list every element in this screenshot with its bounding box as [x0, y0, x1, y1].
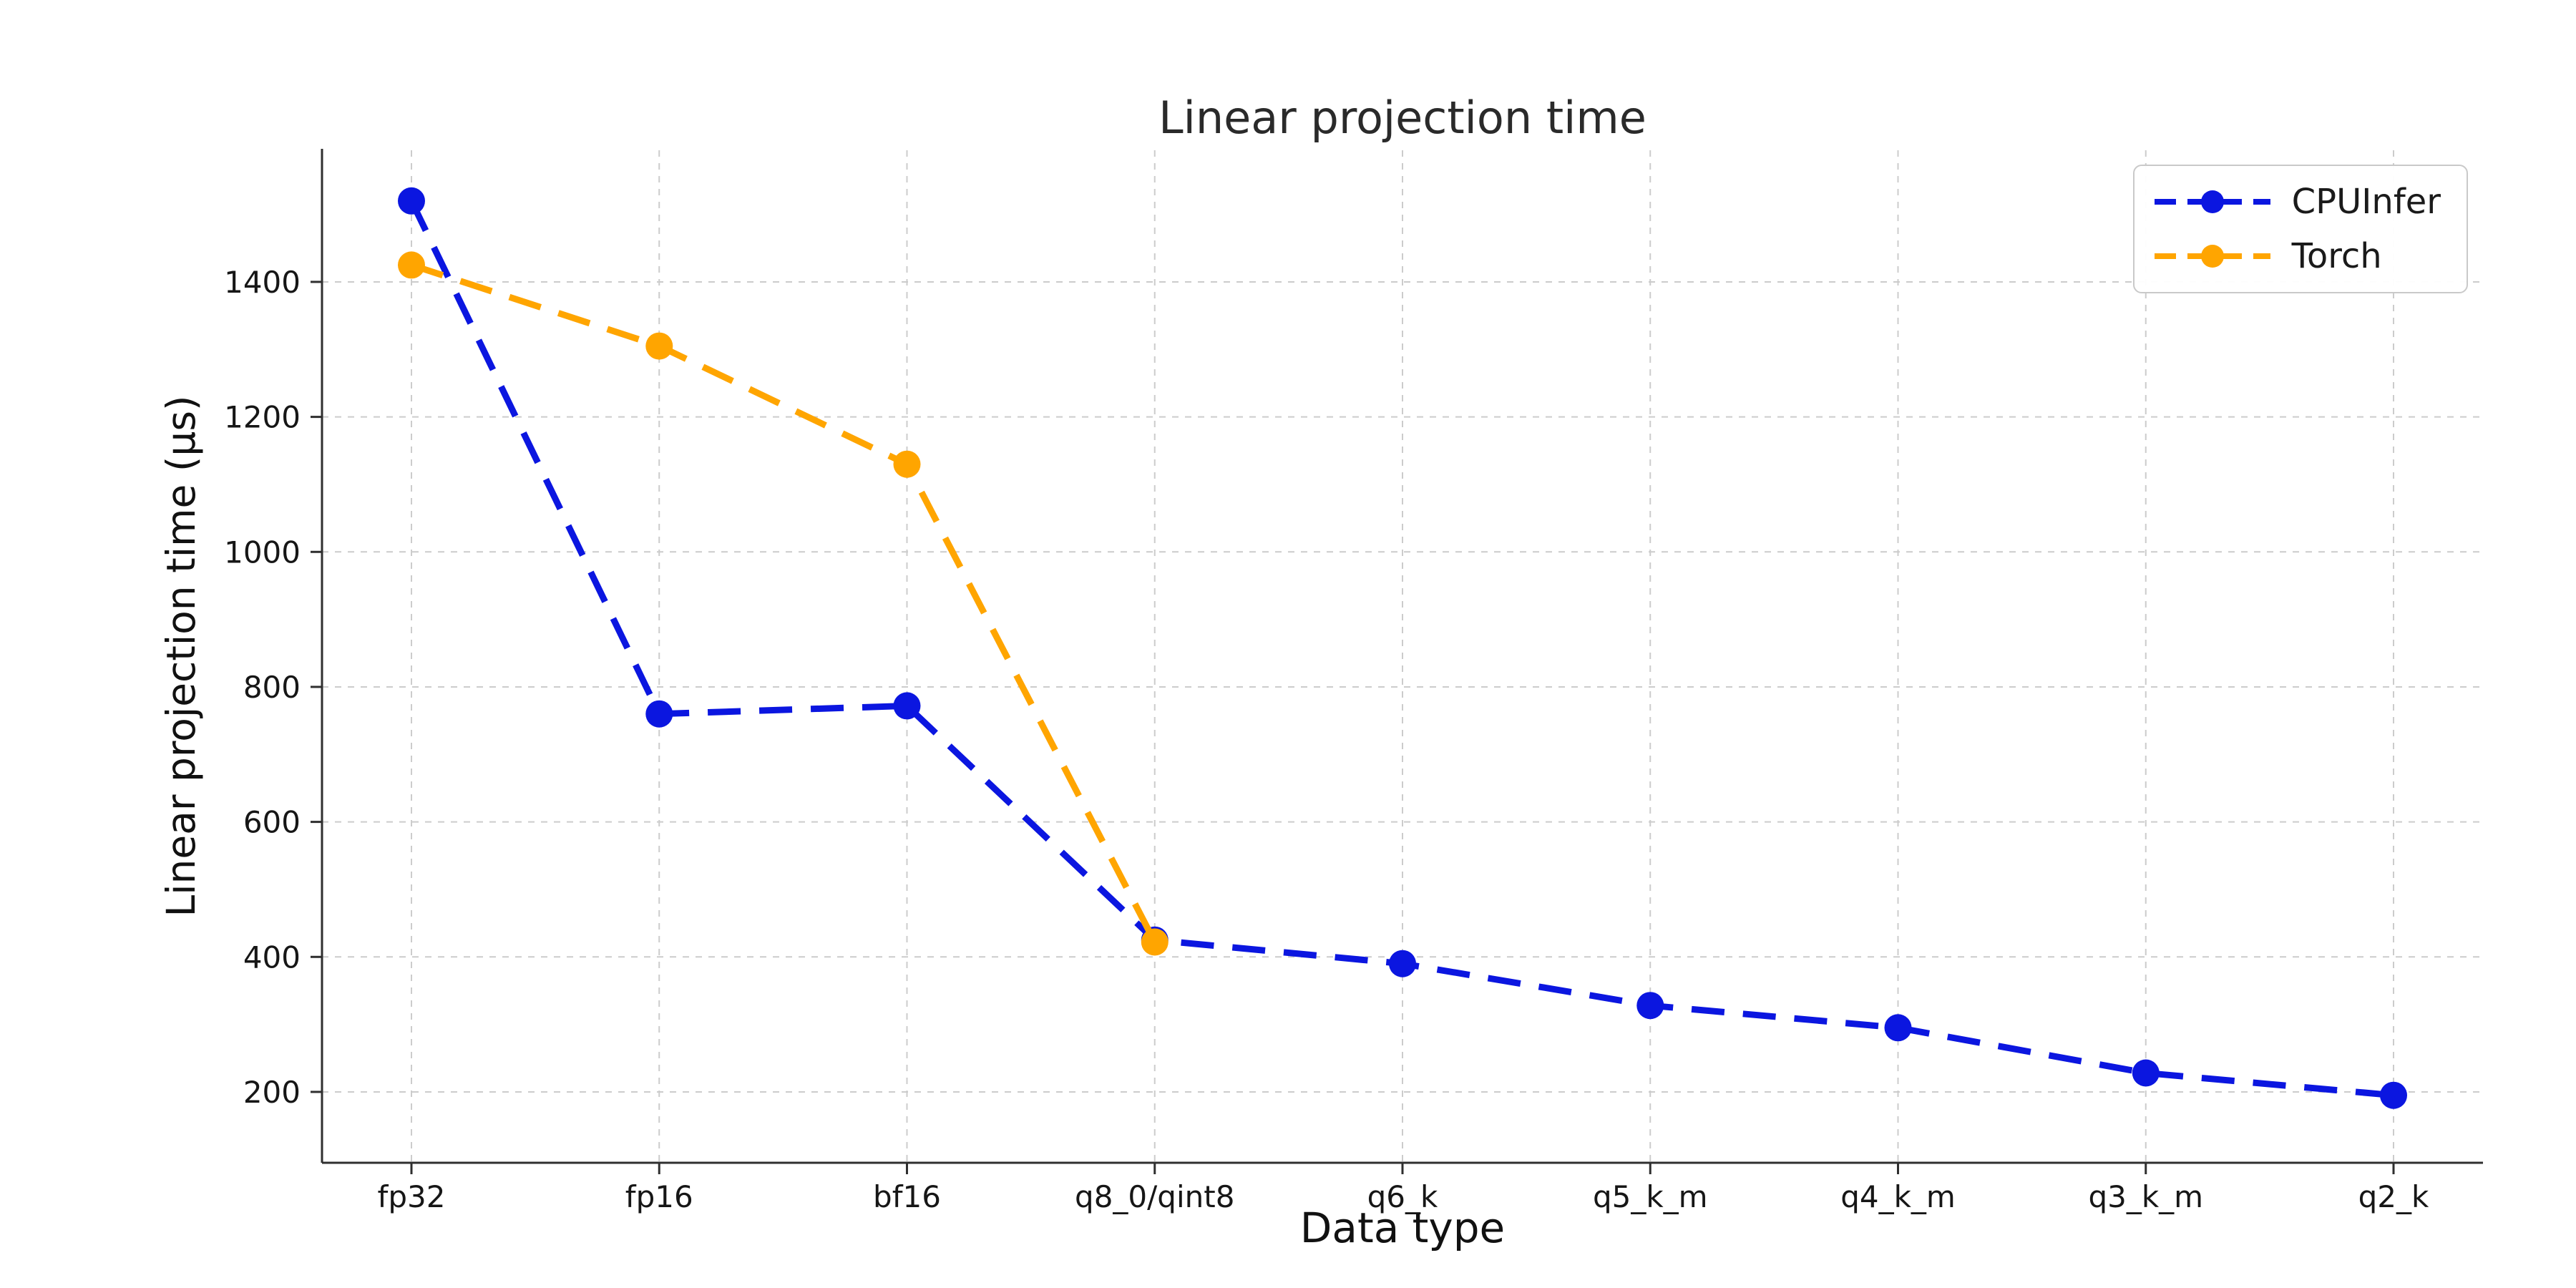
chart-title: Linear projection time	[1158, 92, 1646, 144]
data-point	[645, 332, 673, 360]
data-point	[1141, 928, 1169, 956]
series-cpuinfer	[398, 187, 2407, 1109]
legend-line-sample	[2154, 190, 2270, 213]
x-tick-label: q3_k_m	[2088, 1179, 2203, 1214]
x-axis-label: Data type	[1299, 1204, 1506, 1252]
legend-line-sample	[2154, 245, 2270, 268]
y-tick-label: 800	[243, 670, 301, 705]
x-tick-label: q6_k	[1367, 1179, 1438, 1214]
legend-item-torch: Torch	[2152, 236, 2441, 276]
legend: CPUInfer Torch	[2132, 165, 2468, 293]
x-tick-label: fp16	[625, 1179, 693, 1214]
data-point	[2380, 1081, 2407, 1109]
data-point	[1389, 950, 1416, 977]
y-tick-label: 200	[243, 1075, 301, 1110]
data-point	[645, 700, 673, 728]
legend-item-cpuinfer: CPUInfer	[2152, 182, 2441, 222]
legend-label: CPUInfer	[2291, 182, 2441, 222]
legend-label: Torch	[2291, 236, 2382, 276]
x-tick-label: q4_k_m	[1840, 1179, 1956, 1214]
x-tick-label: q2_k	[2358, 1179, 2429, 1214]
data-point	[893, 450, 921, 478]
y-tick-label: 1200	[224, 400, 301, 435]
x-tick-label: q8_0/qint8	[1075, 1179, 1234, 1214]
data-point	[1636, 992, 1664, 1020]
data-point	[893, 692, 921, 720]
x-tick-label: fp32	[378, 1179, 446, 1214]
y-tick-label: 600	[243, 805, 301, 840]
data-point	[2132, 1059, 2160, 1087]
x-tick-label: bf16	[873, 1179, 941, 1214]
series-torch	[398, 251, 1169, 956]
data-point	[398, 251, 425, 279]
y-tick-label: 1000	[224, 535, 301, 570]
y-axis-label: Linear projection time (µs)	[158, 395, 204, 917]
data-point	[1884, 1014, 1912, 1042]
y-tick-label: 1400	[224, 265, 301, 300]
data-point	[398, 187, 425, 215]
x-tick-label: q5_k_m	[1593, 1179, 1708, 1214]
y-tick-label: 400	[243, 940, 301, 975]
